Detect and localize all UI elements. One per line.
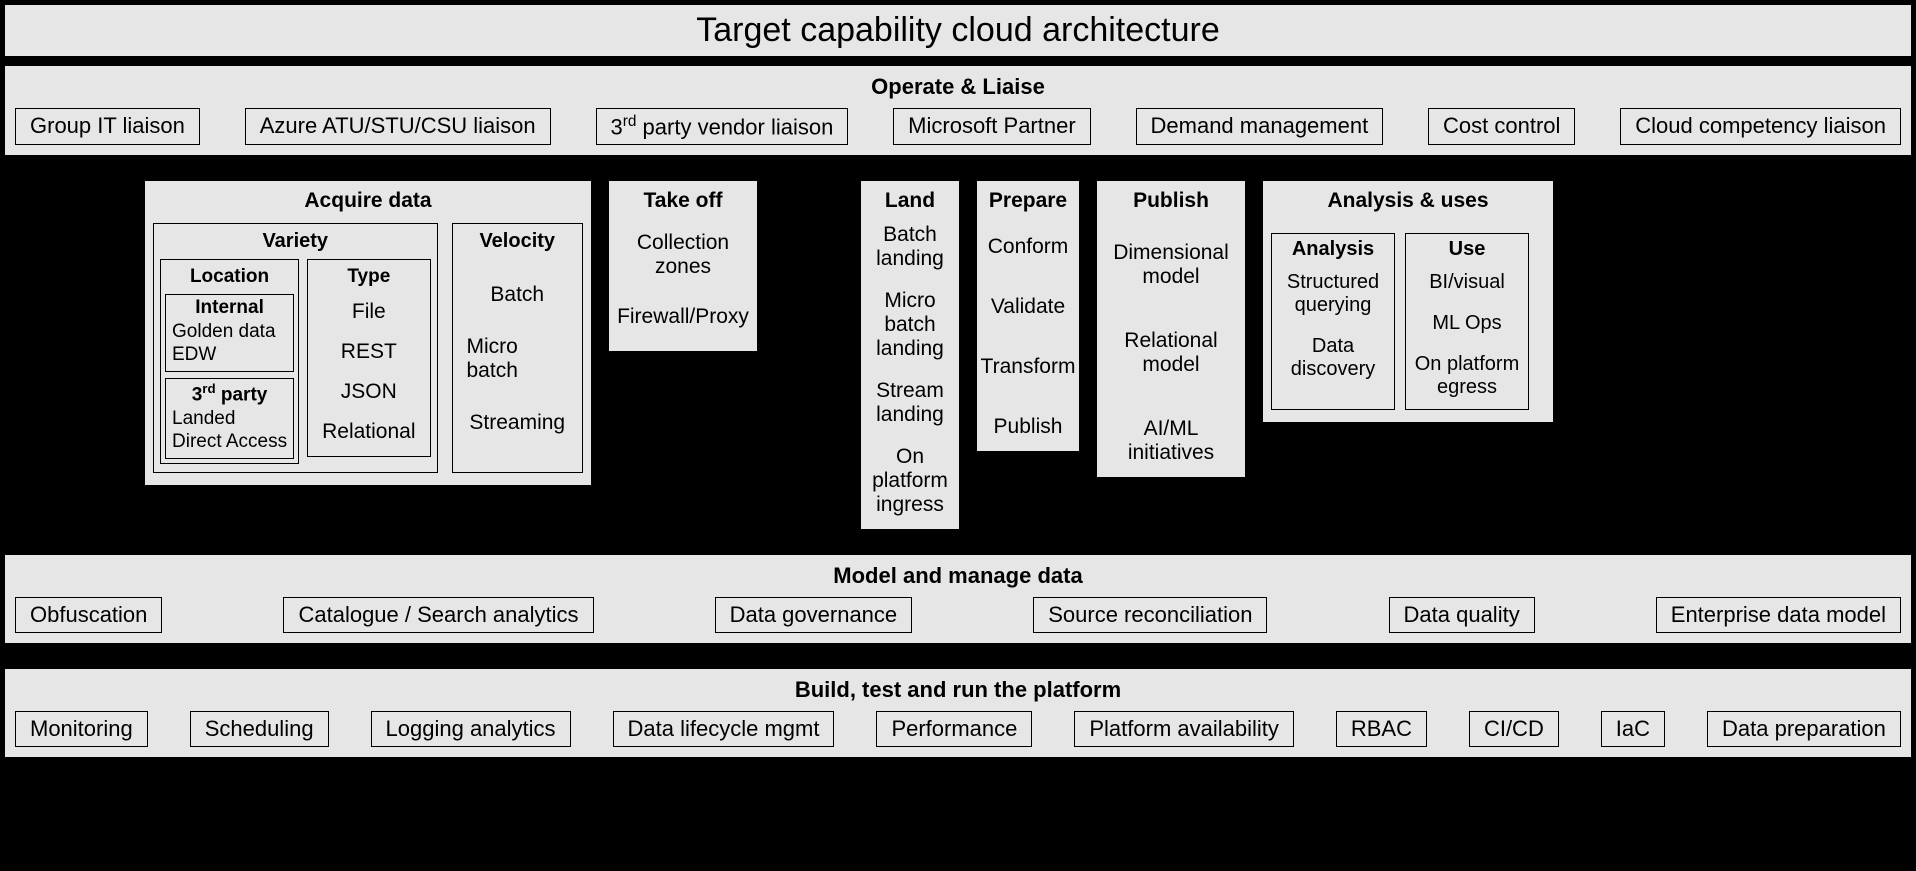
prepare-title: Prepare xyxy=(985,189,1071,213)
analysis-uses-stage: Analysis & uses Analysis Structured quer… xyxy=(1262,180,1554,423)
type-items: File REST JSON Relational xyxy=(314,294,423,448)
build-item: Logging analytics xyxy=(371,711,571,747)
model-item: Source reconciliation xyxy=(1033,597,1267,633)
takeoff-items: Collection zones Firewall/Proxy xyxy=(617,223,749,339)
location-box: Location Internal Golden data EDW xyxy=(160,259,299,464)
model-item: Catalogue / Search analytics xyxy=(283,597,593,633)
build-item: Monitoring xyxy=(15,711,148,747)
internal-items: Golden data EDW xyxy=(172,321,287,367)
type-box: Type File REST JSON Relational xyxy=(307,259,430,457)
type-title: Type xyxy=(314,266,423,288)
model-row: Obfuscation Catalogue / Search analytics… xyxy=(15,597,1901,633)
operate-item: Azure ATU/STU/CSU liaison xyxy=(245,108,551,145)
build-item: RBAC xyxy=(1336,711,1427,747)
use-box: Use BI/visual ML Ops On platform egress xyxy=(1405,233,1529,410)
analysis-items: Structured querying Data discovery xyxy=(1280,271,1386,381)
diagram-title: Target capability cloud architecture xyxy=(4,4,1912,57)
operate-item: 3rd party vendor liaison xyxy=(596,108,849,145)
prepare-stage: Prepare Conform Validate Transform Publi… xyxy=(976,180,1080,452)
model-item: Enterprise data model xyxy=(1656,597,1901,633)
prepare-items: Conform Validate Transform Publish xyxy=(985,223,1071,439)
operate-item: Cost control xyxy=(1428,108,1575,145)
model-item: Data quality xyxy=(1389,597,1535,633)
operate-item: Cloud competency liaison xyxy=(1620,108,1901,145)
build-item: Scheduling xyxy=(190,711,329,747)
model-item: Obfuscation xyxy=(15,597,162,633)
operate-item: Group IT liaison xyxy=(15,108,200,145)
use-items: BI/visual ML Ops On platform egress xyxy=(1414,271,1520,399)
takeoff-title: Take off xyxy=(617,189,749,213)
take-off-stage: Take off Collection zones Firewall/Proxy xyxy=(608,180,758,352)
model-manage-section: Model and manage data Obfuscation Catalo… xyxy=(4,554,1912,644)
build-title: Build, test and run the platform xyxy=(15,677,1901,703)
model-item: Data governance xyxy=(715,597,913,633)
operate-item: Demand management xyxy=(1136,108,1384,145)
operate-row: Group IT liaison Azure ATU/STU/CSU liais… xyxy=(15,108,1901,145)
build-item: CI/CD xyxy=(1469,711,1559,747)
variety-title: Variety xyxy=(160,230,431,253)
land-items: Batch landing Micro batch landing Stream… xyxy=(869,223,951,517)
build-row: Monitoring Scheduling Logging analytics … xyxy=(15,711,1901,747)
use-title: Use xyxy=(1414,238,1520,261)
pipeline-row: Acquire data Variety Location Internal xyxy=(4,180,1912,530)
third-party-items: Landed Direct Access xyxy=(172,408,287,454)
internal-title: Internal xyxy=(172,297,287,319)
velocity-items: Batch Micro batch Streaming xyxy=(459,259,577,439)
location-title: Location xyxy=(165,266,294,288)
build-item: IaC xyxy=(1601,711,1665,747)
velocity-title: Velocity xyxy=(459,230,577,253)
build-test-run-section: Build, test and run the platform Monitor… xyxy=(4,668,1912,758)
publish-items: Dimensional model Relational model AI/ML… xyxy=(1105,223,1237,465)
third-party-box: 3rd party Landed Direct Access xyxy=(165,378,294,459)
operate-item: Microsoft Partner xyxy=(893,108,1091,145)
publish-title: Publish xyxy=(1105,189,1237,213)
analysis-title: Analysis xyxy=(1280,238,1386,261)
internal-box: Internal Golden data EDW xyxy=(165,294,294,372)
model-title: Model and manage data xyxy=(15,563,1901,589)
acquire-title: Acquire data xyxy=(153,189,583,213)
build-item: Platform availability xyxy=(1074,711,1294,747)
third-party-title: 3rd party xyxy=(172,381,287,406)
build-item: Data preparation xyxy=(1707,711,1901,747)
build-item: Data lifecycle mgmt xyxy=(613,711,835,747)
architecture-diagram: Target capability cloud architecture Ope… xyxy=(0,4,1916,758)
operate-liaise-section: Operate & Liaise Group IT liaison Azure … xyxy=(4,65,1912,156)
publish-stage: Publish Dimensional model Relational mod… xyxy=(1096,180,1246,478)
operate-title: Operate & Liaise xyxy=(15,74,1901,100)
land-stage: Land Batch landing Micro batch landing S… xyxy=(860,180,960,530)
variety-box: Variety Location Internal Golden data ED xyxy=(153,223,438,473)
build-item: Performance xyxy=(876,711,1032,747)
acquire-data-stage: Acquire data Variety Location Internal xyxy=(144,180,592,486)
land-title: Land xyxy=(869,189,951,213)
velocity-box: Velocity Batch Micro batch Streaming xyxy=(452,223,584,473)
analysis-box: Analysis Structured querying Data discov… xyxy=(1271,233,1395,410)
analysis-uses-title: Analysis & uses xyxy=(1271,189,1545,213)
